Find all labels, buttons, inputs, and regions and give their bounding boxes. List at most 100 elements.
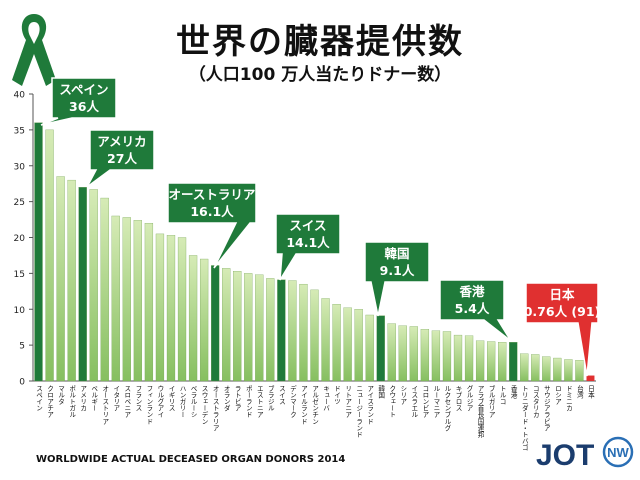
x-tick-label: スイス: [277, 385, 285, 405]
callout-value: 36人: [69, 99, 99, 114]
bar: [67, 179, 76, 382]
x-tick-label: リトアニア: [344, 385, 352, 418]
y-tick-label: 15: [14, 270, 25, 280]
x-tick-label: キプロス: [454, 385, 462, 412]
bar: [376, 315, 385, 382]
bar: [288, 280, 297, 382]
bar: [45, 129, 54, 382]
callout-name: スイス: [289, 218, 326, 233]
callout-name: 香港: [458, 284, 485, 299]
bar: [299, 283, 308, 382]
x-tick-label: ベルギー: [90, 385, 98, 411]
callout-name: 日本: [549, 287, 575, 302]
callout: 香港 5.4人: [439, 279, 512, 342]
callout-name: スペイン: [59, 82, 108, 97]
bar: [244, 273, 253, 382]
callout-box: [86, 129, 155, 188]
callout: アメリカ 27人: [86, 129, 155, 188]
x-tick-label: スウェーデン: [200, 385, 208, 425]
x-tick-label: クロアチア: [46, 385, 54, 418]
bar: [277, 279, 286, 382]
callout-value: 9.1人: [380, 263, 415, 278]
bar: [100, 197, 109, 382]
x-tick-label: ポーランド: [244, 385, 252, 418]
x-tick-label: コロンビア: [421, 385, 429, 418]
bar: [321, 298, 330, 382]
source-note: WORLDWIDE ACTUAL DECEASED ORGAN DONORS 2…: [36, 454, 346, 465]
callout-box: [167, 182, 257, 269]
y-tick-label: 35: [14, 126, 25, 136]
bar: [520, 353, 529, 382]
x-tick-label: ハンガリー: [178, 385, 186, 418]
bar: [398, 325, 407, 382]
y-tick-label: 25: [14, 198, 25, 208]
y-tick-label: 10: [14, 306, 26, 316]
callout-box: [275, 213, 341, 281]
callout-name: 韓国: [384, 246, 409, 261]
x-tick-label: ロシア: [553, 385, 561, 405]
x-tick-label: アメリカ: [79, 385, 87, 412]
bar: [133, 220, 142, 382]
logo-badge-text: NW: [607, 445, 629, 460]
x-tick-label: グルジア: [465, 384, 473, 412]
x-tick-label: オーストラリア: [211, 385, 219, 432]
bar: [144, 222, 154, 382]
callout-value: 5.4人: [455, 301, 490, 316]
x-tick-label: コスタリカ: [531, 385, 539, 418]
bar: [332, 304, 341, 382]
bar: [310, 289, 319, 382]
bar: [387, 323, 396, 382]
x-tick-label: ドミニカ: [564, 385, 572, 412]
x-tick-label: ルーマニア: [432, 385, 440, 418]
bar: [475, 340, 485, 382]
bar: [498, 342, 507, 382]
bar: [564, 359, 573, 382]
x-tick-label: サウジアラビア: [542, 385, 550, 432]
y-tick-label: 20: [14, 234, 26, 244]
logo-badge-circle: [602, 436, 634, 468]
x-tick-label: トルコ: [498, 385, 506, 405]
bar: [89, 189, 98, 382]
bar: [553, 357, 562, 382]
bar: [222, 268, 231, 382]
y-tick-label: 30: [14, 162, 26, 172]
bar: [233, 271, 242, 382]
callout: スペイン 36人: [40, 77, 117, 126]
callout-box: [40, 77, 117, 126]
bar: [343, 307, 352, 382]
bar: [442, 331, 452, 382]
x-tick-label: 台湾: [575, 384, 583, 400]
x-tick-label: ブルガリア: [487, 384, 495, 418]
callout-name: アメリカ: [97, 134, 146, 149]
x-tick-label: アイスランド: [366, 385, 374, 425]
x-tick-label: ウルグアイ: [156, 385, 164, 418]
bar: [255, 274, 264, 382]
x-tick-label: アイルランド: [299, 385, 307, 425]
x-tick-label: ベラルーシ: [189, 385, 197, 418]
bar: [509, 342, 518, 382]
x-tick-label: オランダ: [222, 385, 230, 412]
bar: [199, 258, 209, 382]
bar: [211, 265, 220, 382]
chart-subtitle: （人口100 万人当たりドナー数）: [188, 65, 452, 85]
x-tick-label: マルタ: [57, 385, 65, 405]
x-tick-label: ポルトガル: [68, 385, 76, 418]
bar: [166, 235, 176, 382]
bar: [122, 217, 131, 382]
callout-value: 27人: [107, 151, 137, 166]
bar: [188, 255, 198, 382]
callout: スイス 14.1人: [275, 213, 341, 281]
callout-box: [439, 279, 512, 342]
bar: [431, 330, 441, 382]
x-tick-label: エストニア: [255, 385, 263, 418]
bar: [155, 233, 165, 382]
chart-title: 世界の臓器提供数: [176, 22, 464, 62]
x-tick-label: 香港: [509, 384, 517, 400]
x-tick-label: イタリア: [112, 385, 120, 412]
callout-value: 14.1人: [286, 235, 330, 250]
x-tick-label: アルゼンチン: [311, 385, 319, 425]
bar: [365, 314, 374, 382]
callout-box: [525, 282, 599, 377]
x-tick-label: ルクセンブルグ: [443, 385, 451, 431]
